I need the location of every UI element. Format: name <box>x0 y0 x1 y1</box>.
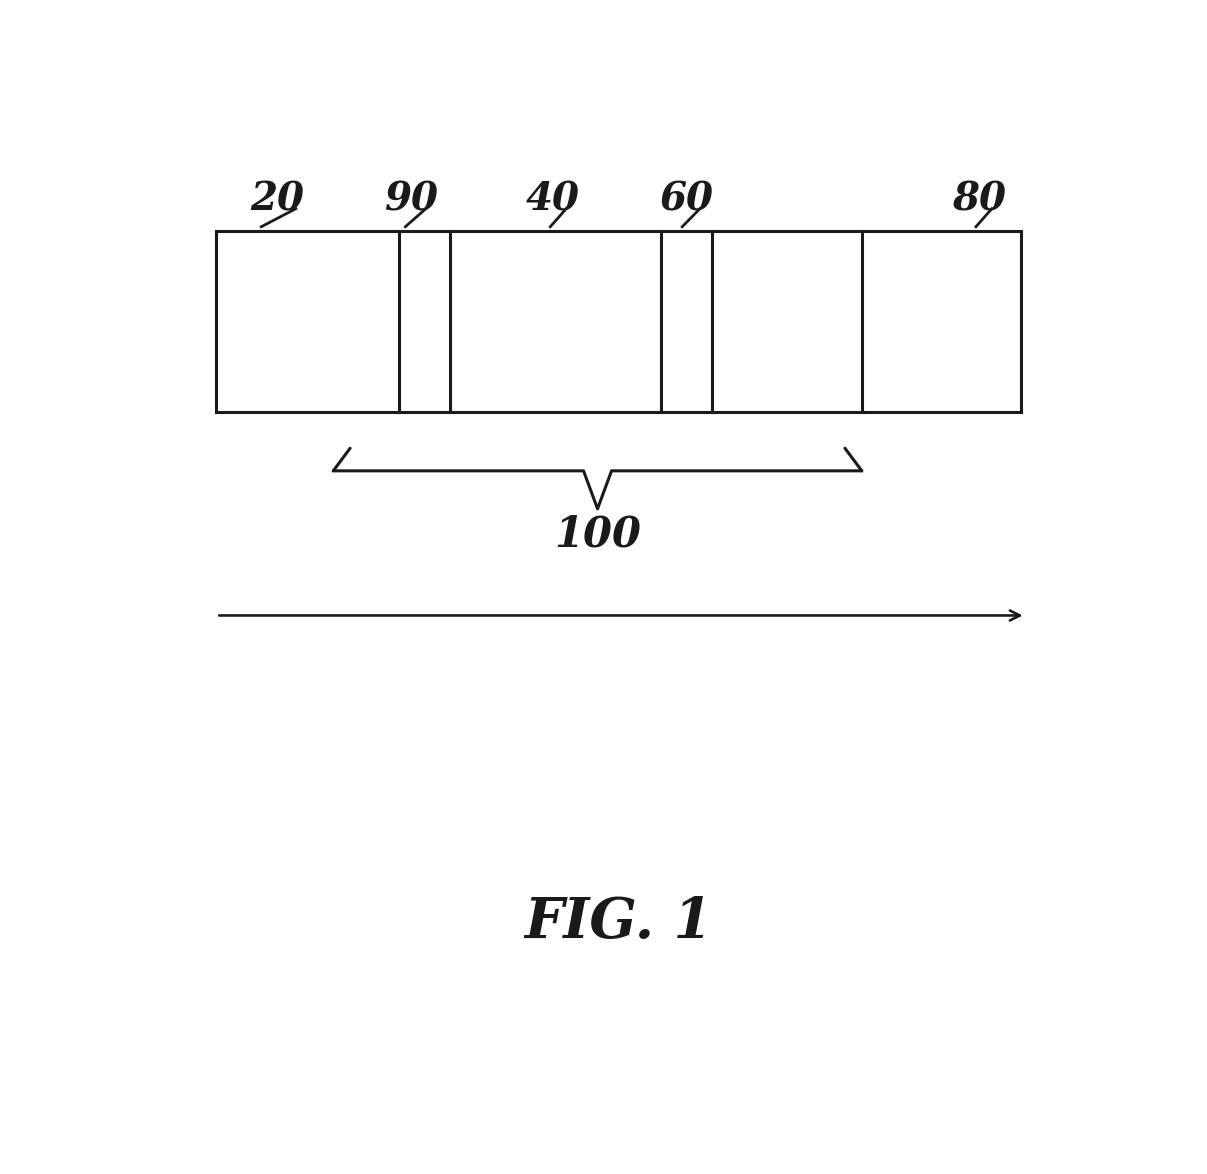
Text: 90: 90 <box>384 181 438 218</box>
Text: FIG. 1: FIG. 1 <box>525 896 712 950</box>
Text: 40: 40 <box>526 181 581 218</box>
Text: 100: 100 <box>554 513 641 555</box>
Text: 80: 80 <box>952 181 1005 218</box>
Text: 20: 20 <box>250 181 304 218</box>
Bar <box>216 231 1021 412</box>
Text: 60: 60 <box>659 181 713 218</box>
